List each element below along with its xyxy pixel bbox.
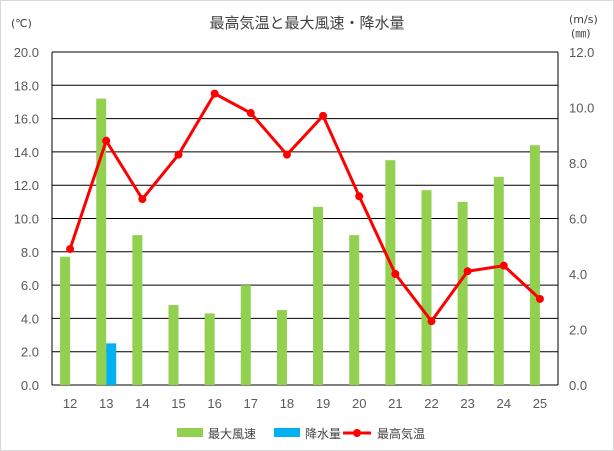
legend-swatch <box>274 428 300 437</box>
legend-label: 最高気温 <box>377 426 425 441</box>
bar <box>276 310 287 385</box>
x-tick-label: 14 <box>135 396 149 411</box>
chart-title: 最高気温と最大風速・降水量 <box>209 14 404 32</box>
line-point <box>499 261 508 270</box>
right-tick-label: 8.0 <box>569 156 587 171</box>
legend: 最大風速 降水量 最高気温 <box>177 426 425 441</box>
line-point <box>355 192 364 201</box>
right-tick-label: 12.0 <box>569 45 594 60</box>
bar <box>493 176 504 385</box>
line-series <box>66 89 544 326</box>
line-point <box>282 150 291 159</box>
line-point <box>246 109 255 118</box>
bar <box>204 313 215 385</box>
x-tick-label: 13 <box>99 396 113 411</box>
line-point <box>463 267 472 276</box>
right-tick-label: 0.0 <box>569 378 587 393</box>
bar <box>529 145 540 385</box>
line-point <box>427 317 436 326</box>
gridlines <box>51 51 559 386</box>
bar <box>421 190 432 385</box>
line-point <box>174 150 183 159</box>
right-tick-label: 4.0 <box>569 267 587 282</box>
left-tick-label: 2.0 <box>21 345 39 360</box>
x-tick-label: 12 <box>63 396 77 411</box>
x-tick-label: 20 <box>352 396 366 411</box>
legend-swatch <box>177 428 203 437</box>
bar <box>96 98 107 386</box>
bar <box>385 160 396 385</box>
x-tick-label: 19 <box>316 396 330 411</box>
bar <box>457 201 468 385</box>
x-axis-ticks: 12 13 14 15 16 17 18 19 20 21 22 23 24 25 <box>63 396 547 411</box>
x-tick-label: 18 <box>280 396 294 411</box>
right-tick-label: 2.0 <box>569 323 587 338</box>
bar <box>132 235 143 385</box>
bar <box>349 235 360 385</box>
left-axis-ticks: 0.0 2.0 4.0 6.0 8.0 10.0 12.0 14.0 16.0 18.0 20.0 <box>14 45 39 393</box>
right-axis-unit-line1: (m/s) <box>569 13 598 26</box>
line-point <box>66 245 75 254</box>
right-tick-label: 10.0 <box>569 101 594 116</box>
x-tick-label: 17 <box>244 396 258 411</box>
bar <box>313 206 324 385</box>
bars <box>60 98 540 386</box>
right-axis-unit-line2: (㎜) <box>571 27 591 40</box>
line-point <box>138 195 147 204</box>
left-tick-label: 8.0 <box>21 245 39 260</box>
left-tick-label: 16.0 <box>14 112 39 127</box>
bar <box>240 285 251 385</box>
legend-label: 降水量 <box>305 427 341 441</box>
bar <box>168 305 179 385</box>
left-tick-label: 14.0 <box>14 145 39 160</box>
line-path <box>68 92 541 323</box>
x-tick-label: 23 <box>460 396 474 411</box>
x-tick-label: 16 <box>207 396 221 411</box>
left-tick-label: 0.0 <box>21 378 39 393</box>
left-axis-unit: (℃) <box>11 17 32 30</box>
x-tick-label: 15 <box>171 396 185 411</box>
left-tick-label: 4.0 <box>21 311 39 326</box>
left-tick-label: 12.0 <box>14 178 39 193</box>
legend-label: 最大風速 <box>208 427 256 441</box>
left-tick-label: 20.0 <box>14 45 39 60</box>
x-tick-label: 21 <box>388 396 402 411</box>
left-tick-label: 10.0 <box>14 212 39 227</box>
line-point <box>391 270 400 278</box>
x-tick-label: 24 <box>497 396 511 411</box>
left-tick-label: 6.0 <box>21 278 39 293</box>
left-tick-label: 18.0 <box>14 78 39 93</box>
line-point <box>535 294 544 303</box>
bar <box>60 256 71 385</box>
bar <box>106 343 117 385</box>
line-point <box>102 136 111 145</box>
right-axis-ticks: 0.0 2.0 4.0 6.0 8.0 10.0 12.0 <box>569 45 594 393</box>
x-tick-label: 25 <box>533 396 547 411</box>
right-tick-label: 6.0 <box>569 212 587 227</box>
x-tick-label: 22 <box>424 396 438 411</box>
line-point <box>210 89 219 98</box>
line-point <box>319 111 328 120</box>
legend-marker <box>353 429 361 437</box>
